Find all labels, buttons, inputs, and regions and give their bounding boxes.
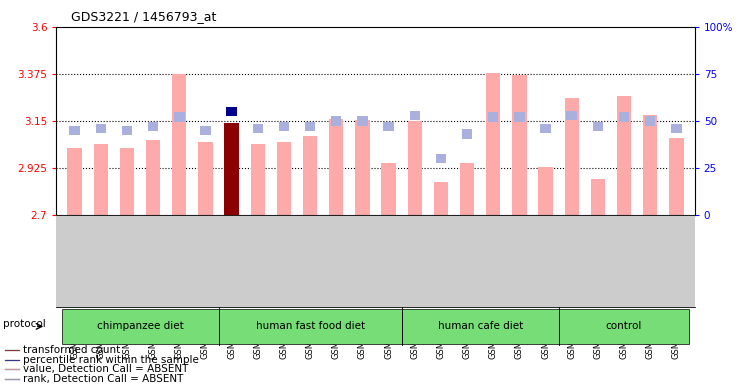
Text: percentile rank within the sample: percentile rank within the sample bbox=[23, 355, 198, 365]
FancyBboxPatch shape bbox=[402, 309, 559, 344]
Bar bbox=[95, 124, 106, 133]
Bar bbox=[94, 144, 108, 215]
Bar bbox=[462, 129, 472, 139]
Bar bbox=[198, 142, 213, 215]
Bar bbox=[146, 140, 160, 215]
Bar bbox=[540, 124, 550, 133]
Bar bbox=[357, 116, 368, 126]
Bar bbox=[460, 163, 475, 215]
Bar bbox=[512, 75, 526, 215]
Bar bbox=[119, 148, 134, 215]
Text: rank, Detection Call = ABSENT: rank, Detection Call = ABSENT bbox=[23, 374, 183, 384]
Text: human fast food diet: human fast food diet bbox=[255, 321, 365, 331]
Bar bbox=[5, 349, 20, 351]
Bar bbox=[538, 167, 553, 215]
Bar bbox=[619, 113, 629, 122]
Bar bbox=[617, 96, 632, 215]
Bar bbox=[226, 107, 237, 116]
Bar bbox=[305, 122, 315, 131]
Bar bbox=[565, 98, 579, 215]
Bar bbox=[355, 120, 369, 215]
Bar bbox=[68, 148, 82, 215]
Bar bbox=[279, 122, 289, 131]
Bar bbox=[488, 113, 499, 122]
Bar bbox=[174, 113, 185, 122]
Text: GDS3221 / 1456793_at: GDS3221 / 1456793_at bbox=[71, 10, 217, 23]
FancyBboxPatch shape bbox=[219, 309, 402, 344]
Bar bbox=[436, 154, 446, 163]
Bar bbox=[591, 179, 605, 215]
Bar bbox=[5, 359, 20, 361]
Bar bbox=[172, 74, 186, 215]
Bar bbox=[225, 123, 239, 215]
Text: chimpanzee diet: chimpanzee diet bbox=[97, 321, 183, 331]
Bar bbox=[148, 122, 158, 131]
Bar bbox=[382, 163, 396, 215]
Bar bbox=[669, 138, 683, 215]
Text: transformed count: transformed count bbox=[23, 345, 119, 355]
Bar bbox=[593, 122, 603, 131]
Bar bbox=[514, 113, 525, 122]
Bar bbox=[643, 115, 657, 215]
Bar bbox=[645, 116, 656, 126]
Bar bbox=[5, 369, 20, 370]
Bar bbox=[331, 116, 342, 126]
Bar bbox=[276, 142, 291, 215]
Bar bbox=[486, 73, 500, 215]
Bar bbox=[409, 111, 420, 120]
Bar bbox=[434, 182, 448, 215]
Bar bbox=[251, 144, 265, 215]
Bar bbox=[5, 379, 20, 380]
Bar bbox=[252, 124, 263, 133]
Text: human cafe diet: human cafe diet bbox=[438, 321, 523, 331]
Bar bbox=[69, 126, 80, 135]
FancyBboxPatch shape bbox=[62, 309, 219, 344]
FancyBboxPatch shape bbox=[559, 309, 689, 344]
Bar bbox=[329, 119, 343, 215]
Text: protocol: protocol bbox=[3, 319, 46, 329]
Bar bbox=[303, 136, 317, 215]
Bar bbox=[122, 126, 132, 135]
Text: control: control bbox=[606, 321, 642, 331]
Bar bbox=[383, 122, 394, 131]
Bar bbox=[671, 124, 682, 133]
Bar bbox=[566, 111, 577, 120]
Bar bbox=[201, 126, 211, 135]
Bar bbox=[408, 121, 422, 215]
Text: value, Detection Call = ABSENT: value, Detection Call = ABSENT bbox=[23, 364, 188, 374]
